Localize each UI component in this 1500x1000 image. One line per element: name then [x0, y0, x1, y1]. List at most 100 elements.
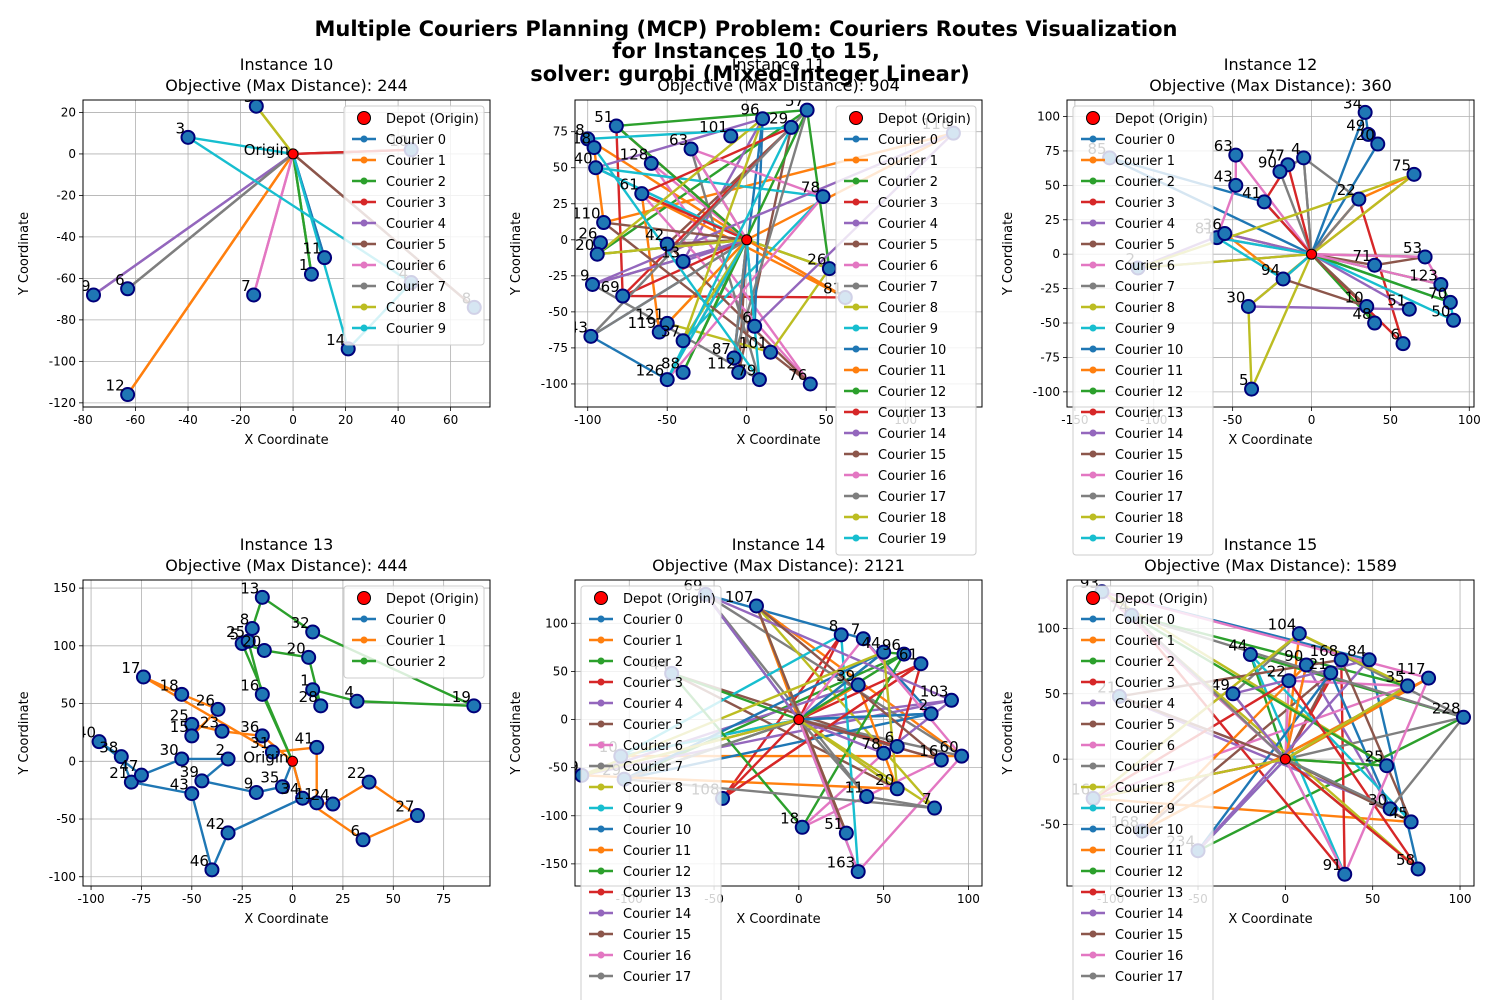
point-label: 107 — [725, 588, 754, 606]
y-tick-label: -100 — [49, 870, 76, 884]
point-label: 25 — [1365, 748, 1384, 766]
customer-point — [608, 118, 624, 134]
point-label: 53 — [1403, 239, 1422, 257]
legend: Depot (Origin) Courier 0 Courier 1 Courier … — [343, 585, 485, 679]
legend-courier-marker — [597, 615, 605, 623]
legend-courier-marker — [1089, 909, 1097, 917]
legend-depot-label: Depot (Origin) — [1115, 592, 1208, 607]
y-tick-label: -50 — [548, 305, 568, 319]
customer-point — [1357, 104, 1373, 120]
figure-title-line-1: Multiple Couriers Planning (MCP) Problem… — [315, 17, 1178, 41]
route-segment — [1310, 198, 1360, 255]
legend-courier-label: Courier 1 — [386, 634, 446, 649]
legend-courier-label: Courier 2 — [878, 175, 938, 190]
customer-point — [751, 372, 767, 388]
legend-courier-label: Courier 3 — [878, 196, 938, 211]
point-label: 60 — [940, 738, 959, 756]
legend-courier-marker — [1089, 846, 1097, 854]
axes-frame — [574, 99, 983, 408]
route-segment — [92, 152, 294, 296]
legend-courier-marker — [852, 345, 860, 353]
panel-title: Instance 15 — [1224, 535, 1318, 554]
y-tick-label: -100 — [541, 809, 568, 823]
customer-point — [755, 111, 771, 127]
route-segment — [798, 697, 953, 721]
customer-point — [675, 364, 691, 380]
point-label: 8 — [240, 610, 250, 628]
customer-point — [1296, 150, 1312, 166]
point-label: 6 — [1390, 326, 1400, 344]
route-segment — [591, 238, 748, 286]
legend-courier-marker — [1089, 534, 1097, 542]
point-label: 6 — [115, 271, 125, 289]
legend-courier-label: Courier 18 — [1115, 511, 1183, 526]
customer-point — [264, 744, 280, 760]
legend-courier-marker — [1089, 867, 1097, 875]
legend-courier-label: Courier 13 — [1115, 406, 1183, 421]
point-label: 143 — [559, 318, 588, 336]
route-segment — [615, 125, 626, 297]
legend-courier-label: Courier 16 — [1115, 469, 1183, 484]
legend-courier-marker — [852, 156, 860, 164]
customer-point — [596, 215, 612, 231]
point-label: 43 — [1214, 167, 1233, 185]
customer-point — [1367, 257, 1383, 273]
route-segment — [689, 148, 761, 381]
point-label: 9 — [81, 277, 91, 295]
y-tick-label: -100 — [1033, 385, 1060, 399]
customer-point — [1228, 177, 1244, 193]
route-segment — [290, 153, 313, 275]
x-tick-label: 50 — [819, 413, 834, 427]
point-label: 35 — [260, 769, 279, 787]
route-segment — [1284, 758, 1346, 875]
customer-point — [833, 627, 849, 643]
customer-point — [1361, 652, 1377, 668]
x-tick-label: 0 — [743, 413, 751, 427]
point-label: 22 — [1337, 181, 1356, 199]
legend-courier-label: Courier 6 — [623, 739, 683, 754]
customer-point — [1275, 271, 1291, 287]
point-label: 38 — [99, 739, 118, 757]
point-label: 7 — [851, 621, 861, 639]
point-label: 77 — [1266, 147, 1285, 165]
customer-point — [1403, 814, 1419, 830]
route-segment — [1245, 305, 1253, 390]
route-segment — [1234, 154, 1313, 255]
route-segment — [682, 118, 764, 263]
route-segment — [1248, 305, 1410, 313]
legend-courier-label: Courier 12 — [1115, 865, 1183, 880]
legend-courier-marker — [852, 450, 860, 458]
x-tick-label: -40 — [178, 413, 198, 427]
customer-point — [180, 129, 196, 145]
customer-point — [1445, 312, 1461, 328]
route-segment — [746, 238, 846, 299]
legend: Depot (Origin) Courier 0 Courier 1 Courier … — [343, 105, 485, 346]
route-segment — [1301, 157, 1313, 255]
legend-courier-label: Courier 19 — [1115, 532, 1183, 547]
legend-courier-marker — [1089, 615, 1097, 623]
customer-point — [309, 795, 325, 811]
customer-point — [214, 723, 230, 739]
x-tick-label: -60 — [126, 413, 146, 427]
legend-courier-marker — [852, 303, 860, 311]
point-label: 20 — [242, 632, 261, 650]
legend-courier-label: Courier 16 — [878, 469, 946, 484]
point-label: 79 — [737, 362, 756, 380]
legend-courier-label: Courier 7 — [623, 760, 683, 775]
customer-point — [675, 253, 691, 269]
origin-label: Origin — [244, 141, 289, 159]
y-tick-label: 100 — [1037, 621, 1060, 635]
legend-courier-label: Courier 11 — [878, 364, 946, 379]
route-courier-2 — [290, 153, 314, 275]
point-label: 110 — [572, 205, 601, 223]
route-courier-1 — [126, 153, 295, 396]
route-segment — [1310, 253, 1451, 304]
legend-courier-marker — [852, 387, 860, 395]
route-segment — [755, 605, 943, 761]
legend-courier-marker — [852, 429, 860, 437]
customer-point — [355, 832, 371, 848]
y-tick-label: 0 — [560, 233, 568, 247]
customer-point — [643, 155, 659, 171]
panel-instance-11: Instance 11 Objective (Max Distance): 904… — [509, 55, 983, 556]
